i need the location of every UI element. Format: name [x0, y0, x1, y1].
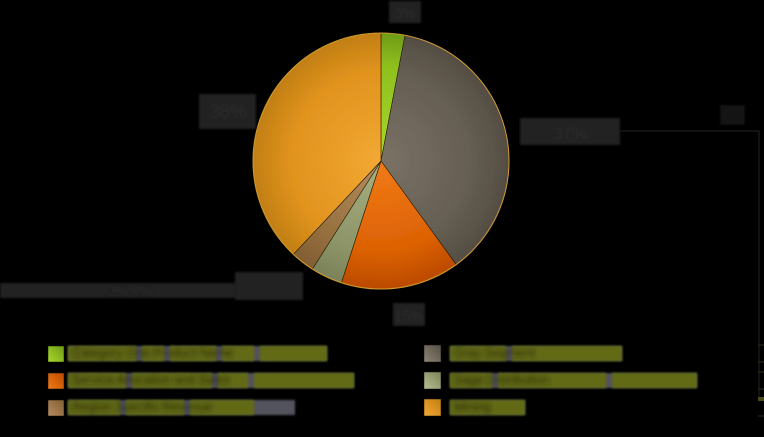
svg-text:Region Specific Revenue: Region Specific Revenue — [72, 400, 212, 414]
svg-text:Gray Segment: Gray Segment — [454, 346, 535, 360]
svg-text:Category One Product Name: Category One Product Name — [72, 346, 233, 360]
svg-text:3%: 3% — [394, 5, 416, 22]
svg-text:Mining: Mining — [454, 400, 491, 414]
svg-text:37%: 37% — [553, 124, 587, 143]
svg-text:15%: 15% — [394, 308, 424, 325]
svg-text:Service Allocation and Sales: Service Allocation and Sales — [72, 373, 230, 387]
svg-text:Sage Distribution: Sage Distribution — [454, 373, 549, 387]
svg-text:38%: 38% — [209, 102, 247, 123]
svg-text:3% 4%: 3% 4% — [108, 283, 152, 299]
